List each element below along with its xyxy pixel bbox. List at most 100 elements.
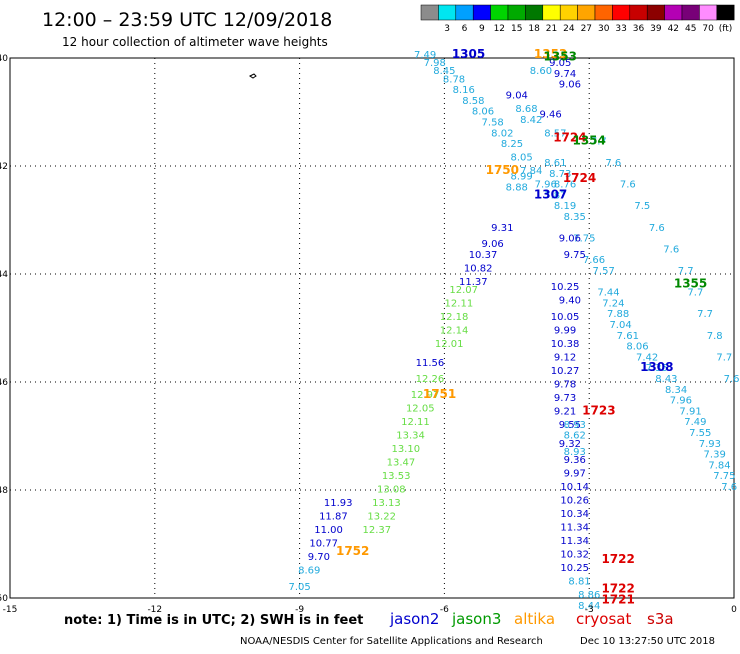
wave-height-value: 8.44 — [578, 601, 600, 612]
pass-time-label: 1724 — [563, 171, 596, 185]
wave-height-value: 8.88 — [506, 182, 528, 193]
legend-swatch — [438, 4, 457, 21]
wave-height-value: 11.56 — [416, 358, 445, 369]
longitude-tick-label: -9 — [295, 605, 304, 615]
wave-height-value: 12.18 — [440, 312, 469, 323]
wave-height-value: 10.14 — [560, 482, 589, 493]
wave-height-value: 7.49 — [684, 417, 706, 428]
wave-height-value: 8.05 — [510, 153, 532, 164]
pass-time-label: 1722 — [601, 552, 634, 566]
wave-height-value: 12.26 — [416, 374, 445, 385]
wave-height-value: 12.01 — [435, 339, 464, 350]
wave-height-value: 8.42 — [520, 115, 542, 126]
wave-height-value: 10.82 — [464, 263, 493, 274]
pass-time-label: 1308 — [640, 360, 673, 374]
wave-height-value: 10.38 — [551, 339, 580, 350]
wave-height-value: 7.5 — [634, 201, 650, 212]
wave-height-value: 7.66 — [583, 255, 605, 266]
wave-height-value: 7.04 — [609, 320, 631, 331]
wave-height-value: 8.60 — [530, 66, 552, 77]
legend-label: 24 — [563, 24, 575, 34]
legend-label: 39 — [650, 24, 662, 34]
legend-swatch — [525, 4, 544, 21]
wave-height-value: 7.6 — [724, 374, 740, 385]
wave-height-value: 12.11 — [401, 417, 430, 428]
wave-height-value: 7.7 — [687, 288, 703, 299]
footer-timestamp: Dec 10 13:27:50 UTC 2018 — [580, 636, 715, 647]
longitude-axis: -15 -12 -9 -6 -3 0 — [3, 605, 737, 615]
wave-height-value: 7.61 — [617, 331, 639, 342]
wave-height-value: 7.84 — [708, 460, 730, 471]
wave-height-value: 7.96 — [535, 180, 557, 191]
wave-height-value: 8.73 — [549, 169, 571, 180]
wave-height-value: 7.6 — [620, 180, 636, 191]
wave-height-value: 7.96 — [670, 396, 692, 407]
legend-swatch — [716, 4, 735, 21]
legend-label: 3 — [444, 24, 450, 34]
wave-height-value: 7.42 — [636, 352, 658, 363]
wave-height-value: 8.76 — [554, 180, 576, 191]
wave-height-value: 10.37 — [469, 250, 498, 261]
legend-swatch — [559, 4, 578, 21]
pass-time-label: 1724 — [553, 131, 586, 145]
latitude-tick-label: -48 — [0, 486, 8, 496]
wave-height-value: 10.32 — [560, 550, 589, 561]
wave-height-value: 8.62 — [564, 431, 586, 442]
wave-height-value: 13.08 — [377, 485, 406, 496]
longitude-tick-label: -6 — [440, 605, 449, 615]
wave-height-value: 13.13 — [372, 498, 401, 509]
satellite-legend-altika: altika — [514, 610, 555, 628]
pass-time-label: 1353 — [534, 47, 567, 61]
wave-height-value: 8.16 — [453, 85, 475, 96]
legend-label: 12 — [494, 24, 505, 34]
legend-swatch — [507, 4, 526, 21]
wave-height-value: 8.86 — [578, 590, 600, 601]
wave-height-value: 10.77 — [309, 539, 338, 550]
wave-height-value: 10.05 — [551, 312, 580, 323]
wave-height-value: 7.55 — [689, 428, 711, 439]
latitude-tick-label: -40 — [0, 54, 8, 64]
wave-height-value: 8.35 — [564, 212, 586, 223]
legend-swatch — [420, 4, 439, 21]
satellite-legend-s3a: s3a — [647, 610, 674, 628]
legend-swatch — [612, 4, 631, 21]
wave-height-value: 7.7 — [591, 136, 607, 147]
wave-height-value: 9.06 — [482, 239, 504, 250]
wave-height-value: 11.00 — [314, 525, 343, 536]
legend-swatch — [472, 4, 491, 21]
legend-swatch — [664, 4, 683, 21]
legend-label: 21 — [546, 24, 557, 34]
wave-height-value: 7.58 — [482, 118, 504, 129]
wave-height-value: 8.58 — [462, 96, 484, 107]
wave-height-value: 9.78 — [554, 379, 576, 390]
wave-height-value: 9.75 — [564, 250, 586, 261]
pass-time-label: 1722 — [601, 582, 634, 596]
wave-height-value: 8.02 — [491, 128, 513, 139]
wave-height-value: 10.26 — [560, 496, 589, 507]
wave-height-value: 9.40 — [559, 296, 581, 307]
wave-height-value: 9.06 — [559, 80, 581, 91]
wave-height-value: 12.97 — [411, 390, 440, 401]
wave-height-value: 7.7 — [678, 266, 694, 277]
wave-height-value: 8.93 — [564, 447, 586, 458]
wave-height-value: 8.19 — [554, 201, 576, 212]
pass-time-label: 1355 — [674, 277, 707, 291]
wave-height-value: 7.7 — [697, 309, 713, 320]
wave-height-value: 7.98 — [424, 58, 446, 69]
legend-label: 70 — [702, 24, 714, 34]
legend-swatch — [594, 4, 613, 21]
wave-height-value: 9.12 — [554, 352, 576, 363]
legend-label: 15 — [511, 24, 522, 34]
legend-swatch — [490, 4, 509, 21]
pass-time-label: 1305 — [452, 47, 485, 61]
wave-height-value: 9.46 — [539, 109, 561, 120]
map-subtitle: 12 hour collection of altimeter wave hei… — [62, 35, 328, 49]
wave-height-value: 13.47 — [387, 458, 416, 469]
legend-swatch — [646, 4, 665, 21]
satellite-legend-jason2: jason2 — [389, 610, 439, 628]
wave-height-value: 7.8 — [707, 331, 723, 342]
altimeter-tracks: 7.497.988.458.788.168.588.067.588.028.25… — [288, 50, 739, 612]
wave-height-value: 11.34 — [560, 536, 589, 547]
wave-height-value: 8.57 — [544, 128, 566, 139]
latitude-tick-label: -44 — [0, 270, 8, 280]
